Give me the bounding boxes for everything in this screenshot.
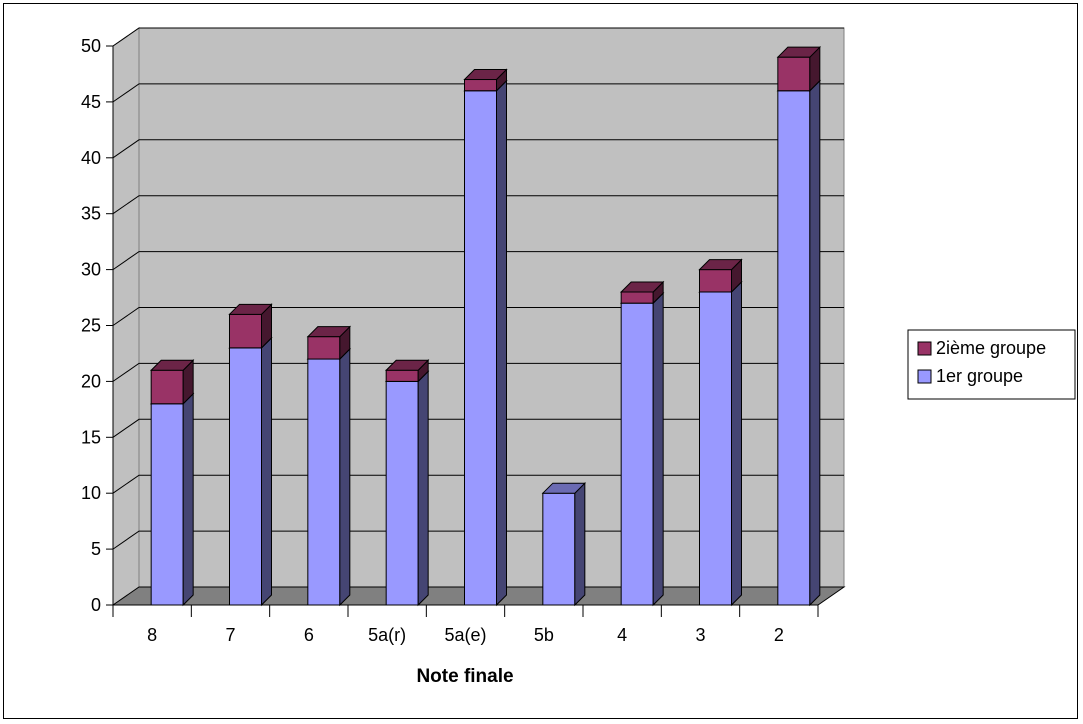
bar-front: [777, 56, 811, 92]
x-tick-label: 5a(r): [368, 625, 406, 645]
bar-top: [541, 482, 587, 494]
gridline: [112, 195, 844, 215]
bar: [384, 370, 430, 607]
bar-front: [542, 492, 576, 606]
y-tick-label: 35: [81, 204, 101, 224]
bar-side: [574, 481, 586, 607]
bar-front: [699, 269, 732, 293]
bar-front: [464, 90, 497, 606]
x-tick-label: 7: [225, 625, 235, 645]
bar: [384, 359, 430, 383]
gridline: [112, 530, 844, 550]
bar-front: [307, 336, 341, 360]
bar: [149, 359, 195, 405]
bar-front: [777, 90, 811, 606]
gridline: [112, 307, 844, 326]
bar-side: [339, 347, 351, 607]
bar-side: [417, 370, 429, 607]
y-tick-label: 25: [81, 316, 101, 336]
legend-label: 2ième groupe: [936, 338, 1046, 358]
gridline: [112, 474, 844, 494]
x-axis-title: Note finale: [416, 666, 513, 687]
x-tick-label: 4: [617, 625, 627, 645]
gridline: [112, 83, 844, 103]
bar-front: [385, 380, 419, 606]
y-tick-label: 40: [81, 148, 101, 168]
bar: [698, 280, 743, 607]
bar: [619, 280, 665, 305]
gridline: [112, 139, 844, 159]
bar-front: [229, 347, 262, 606]
bar: [776, 79, 822, 607]
bar-front: [229, 313, 262, 349]
y-tick-label: 15: [81, 427, 101, 447]
bar: [228, 303, 273, 350]
x-tick-labels: 8 7 6 5a(r) 5a(e) 5b 4 3 2: [112, 605, 819, 645]
gridline: [112, 251, 844, 271]
bar-top: [776, 46, 822, 58]
x-tick-label: 2: [774, 625, 784, 645]
y-tick-labels: 0 5 10 15 20 25 30 35 40 45 50: [81, 36, 113, 615]
legend-box: [907, 329, 1076, 400]
gridline: [112, 27, 844, 47]
bar-top: [619, 281, 665, 293]
gridline: [112, 418, 844, 438]
bar-side: [261, 336, 272, 607]
bar-top: [384, 359, 430, 371]
x-tick-label: 5b: [534, 625, 554, 645]
legend-swatch: [917, 341, 932, 356]
bar: [228, 336, 273, 607]
y-tick-label: 30: [81, 260, 101, 280]
bar: [149, 392, 195, 607]
bar-front: [699, 291, 732, 606]
bar-front: [150, 403, 184, 606]
y-tick-label: 10: [81, 483, 101, 503]
bar-side: [809, 79, 821, 607]
y-tick-label: 20: [81, 371, 101, 391]
bar: [619, 291, 665, 607]
legend-label: 1er groupe: [936, 366, 1023, 386]
bars: [149, 45, 822, 607]
bar: [698, 258, 743, 294]
bar: [306, 325, 352, 361]
bar: [463, 68, 508, 92]
bar-side: [496, 79, 507, 607]
x-tick-label: 6: [304, 625, 314, 645]
bar: [306, 347, 352, 607]
bar-front: [385, 369, 419, 382]
bar-top: [228, 303, 273, 315]
bar-side: [731, 280, 742, 607]
bar-top: [463, 69, 508, 81]
bar-front: [620, 302, 654, 606]
bar: [541, 481, 587, 607]
bar-front: [150, 369, 184, 405]
legend: 2ième groupe 1er groupe: [907, 329, 1076, 400]
bar: [776, 45, 822, 92]
y-tick-label: 45: [81, 92, 101, 112]
bar: [463, 79, 508, 607]
x-tick-label: 3: [695, 625, 705, 645]
bar-side: [182, 392, 194, 607]
y-tick-label: 0: [91, 595, 101, 615]
bar-front: [464, 79, 497, 92]
bar-top: [149, 359, 195, 371]
gridlines: [112, 27, 844, 550]
legend-swatch: [917, 369, 932, 384]
y-tick-label: 5: [91, 539, 101, 559]
gridline: [112, 362, 844, 382]
bar-front: [307, 358, 341, 606]
bar-top: [698, 259, 743, 271]
bar-top: [306, 326, 352, 338]
bar-front: [620, 291, 654, 304]
x-tick-label: 5a(e): [444, 625, 486, 645]
bar-side: [652, 291, 664, 607]
x-tick-label: 8: [147, 625, 157, 645]
y-tick-label: 50: [81, 36, 101, 56]
